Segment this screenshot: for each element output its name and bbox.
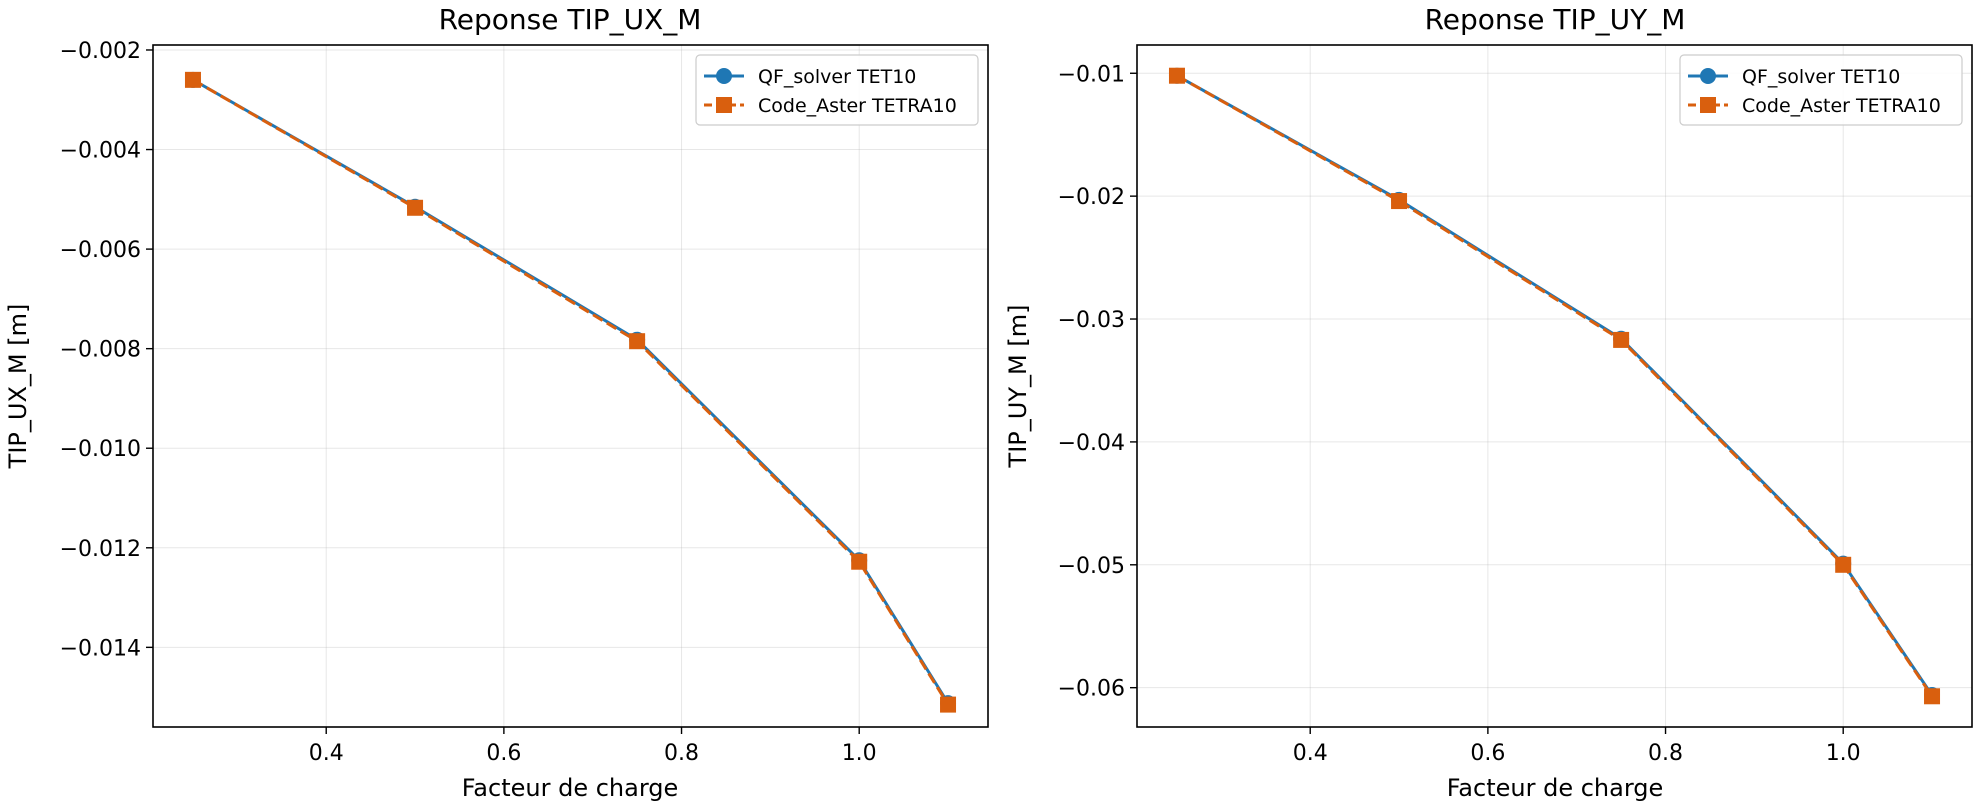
legend-marker: [716, 97, 732, 113]
legend-marker: [1700, 68, 1716, 84]
y-tick-label: −0.01: [1058, 62, 1125, 87]
legend-entry-label: Code_Aster TETRA10: [758, 95, 957, 117]
chart-panel-tip-ux: Reponse TIP_UX_M Facteur de charge TIP_U…: [4, 3, 989, 802]
y-tick-label: −0.008: [60, 338, 141, 363]
x-axis-label: Facteur de charge: [1447, 774, 1664, 802]
series-code-aster: [1168, 67, 1941, 705]
data-point: [1168, 67, 1185, 84]
series-code-aster: [184, 71, 957, 713]
data-point: [407, 199, 424, 216]
data-point: [940, 696, 957, 713]
data-point: [851, 553, 868, 570]
legend-entry-label: Code_Aster TETRA10: [1742, 95, 1941, 117]
legend: QF_solver TET10 Code_Aster TETRA10: [695, 54, 979, 126]
legend-marker: [1700, 97, 1716, 113]
y-axis-label: TIP_UY_M [m]: [1004, 305, 1032, 469]
x-tick-label: 0.6: [1470, 741, 1505, 766]
y-tick-label: −0.002: [60, 39, 141, 64]
data-point: [1835, 556, 1852, 573]
x-tick-label: 0.4: [1293, 741, 1328, 766]
series-line: [1176, 74, 1934, 696]
legend-box: [1679, 54, 1963, 126]
y-tick-label: −0.006: [60, 238, 141, 263]
data-point: [1391, 193, 1408, 210]
y-axis-label: TIP_UX_M [m]: [4, 304, 32, 470]
y-tick-label: −0.04: [1058, 431, 1125, 456]
data-point: [184, 71, 201, 88]
y-tick-label: −0.010: [60, 437, 141, 462]
legend-marker: [716, 68, 732, 84]
series-line: [192, 78, 950, 706]
series-qf-solver: [1168, 67, 1941, 704]
data-point: [1924, 688, 1941, 705]
data-point: [1613, 331, 1630, 348]
plot-frame: [152, 44, 989, 728]
y-tick-label: −0.03: [1058, 308, 1125, 333]
legend-box: [695, 54, 979, 126]
y-tick-label: −0.02: [1058, 185, 1125, 210]
series-qf-solver: [184, 71, 957, 712]
legend: QF_solver TET10 Code_Aster TETRA10: [1679, 54, 1963, 126]
chart-title: Reponse TIP_UX_M: [439, 3, 702, 36]
x-tick-label: 0.8: [1648, 741, 1683, 766]
chart-title: Reponse TIP_UY_M: [1425, 3, 1686, 36]
series-line: [1176, 74, 1934, 698]
x-tick-label: 0.8: [664, 741, 699, 766]
legend-entry-label: QF_solver TET10: [1742, 66, 1900, 88]
x-tick-label: 1.0: [842, 741, 877, 766]
x-tick-label: 1.0: [1826, 741, 1861, 766]
y-tick-label: −0.014: [60, 636, 141, 661]
plot-frame: [1136, 44, 1973, 728]
chart-panel-tip-uy: Reponse TIP_UY_M Facteur de charge TIP_U…: [1004, 3, 1973, 802]
y-tick-label: −0.004: [60, 139, 141, 164]
y-tick-label: −0.012: [60, 537, 141, 562]
y-tick-label: −0.06: [1058, 677, 1125, 702]
series-line: [192, 78, 950, 704]
x-axis-label: Facteur de charge: [462, 774, 679, 802]
legend-entry-label: QF_solver TET10: [758, 66, 916, 88]
data-point: [629, 333, 646, 350]
x-tick-label: 0.6: [486, 741, 521, 766]
x-tick-label: 0.4: [309, 741, 344, 766]
y-tick-label: −0.05: [1058, 554, 1125, 579]
